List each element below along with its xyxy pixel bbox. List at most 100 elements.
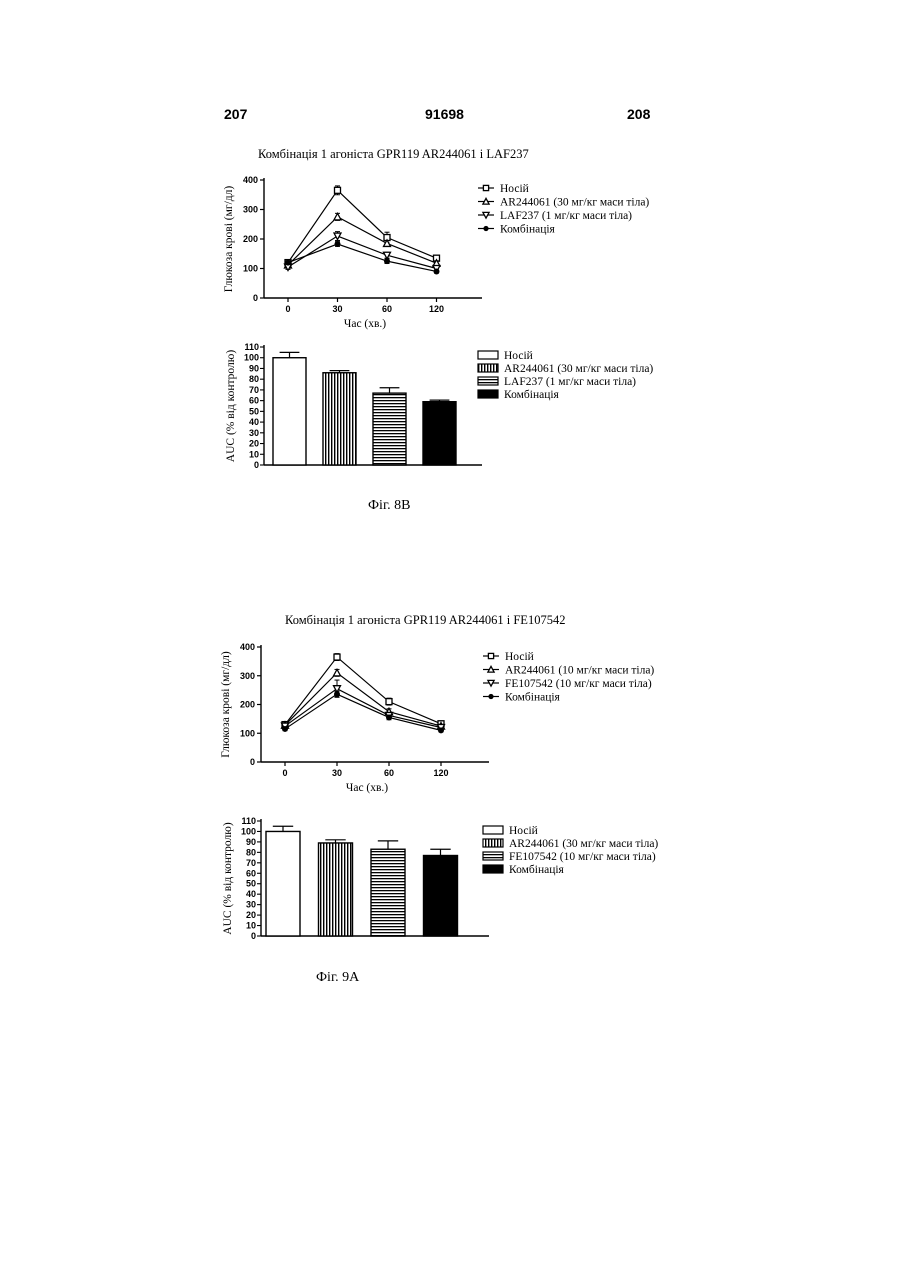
- legend-item: Носій: [478, 350, 533, 362]
- y-tick-label: 400: [243, 175, 258, 185]
- legend-label: Комбінація: [505, 692, 561, 704]
- legend-item: AR244061 (10 мг/кг маси тіла): [483, 665, 654, 677]
- legend-label: LAF237 (1 мг/кг маси тіла): [504, 376, 636, 388]
- y-tick-label: 10: [249, 449, 259, 459]
- legend-item: Комбінація: [478, 224, 556, 236]
- bar: [371, 849, 405, 936]
- y-tick-label: 40: [246, 889, 256, 899]
- y-tick-label: 60: [249, 396, 259, 406]
- circle-marker: [334, 691, 340, 697]
- legend-item: AR244061 (30 мг/кг маси тіла): [478, 197, 649, 209]
- x-axis-label: Час (хв.): [346, 782, 388, 794]
- legend-label: Носій: [509, 825, 538, 837]
- y-tick-label: 100: [241, 826, 256, 836]
- series-line: [285, 673, 441, 726]
- legend-item: Комбінація: [483, 864, 565, 876]
- bar-3: [423, 400, 456, 465]
- series-0: [285, 186, 440, 266]
- legend-item: LAF237 (1 мг/кг маси тіла): [478, 376, 636, 388]
- legend-label: AR244061 (30 мг/кг маси тіла): [509, 838, 658, 850]
- legend-item: FE107542 (10 мг/кг маси тіла): [483, 851, 656, 863]
- y-tick-label: 0: [253, 293, 258, 303]
- legend-swatch: [478, 351, 498, 359]
- legend-label: AR244061 (30 мг/кг маси тіла): [504, 363, 653, 375]
- y-tick-label: 20: [249, 439, 259, 449]
- x-tick-label: 0: [285, 304, 290, 314]
- triangle-down-marker: [334, 233, 341, 240]
- legend-swatch: [483, 852, 503, 860]
- y-tick-label: 200: [243, 234, 258, 244]
- y-tick-label: 100: [240, 728, 255, 738]
- bar-1: [323, 371, 356, 465]
- series-0: [282, 654, 444, 728]
- series-line: [288, 217, 437, 265]
- triangle-up-marker: [483, 198, 489, 204]
- legend-item: Комбінація: [478, 389, 560, 401]
- y-tick-label: 60: [246, 868, 256, 878]
- circle-marker: [285, 260, 291, 266]
- legend-swatch: [478, 390, 498, 398]
- y-tick-label: 0: [254, 460, 259, 470]
- y-tick-label: 20: [246, 910, 256, 920]
- triangle-up-marker: [488, 666, 494, 672]
- y-tick-label: 0: [251, 931, 256, 941]
- y-tick-label: 200: [240, 700, 255, 710]
- y-tick-label: 90: [249, 363, 259, 373]
- triangle-up-marker: [334, 669, 341, 676]
- y-tick-label: 90: [246, 837, 256, 847]
- circle-marker: [386, 714, 392, 720]
- page-number-left: 207: [224, 106, 247, 122]
- bar-3: [424, 849, 458, 936]
- square-marker: [334, 654, 340, 660]
- bar: [424, 856, 458, 937]
- y-tick-label: 50: [246, 879, 256, 889]
- bar: [423, 402, 456, 465]
- page-number-right: 208: [627, 106, 650, 122]
- legend-label: FE107542 (10 мг/кг маси тіла): [509, 851, 656, 863]
- triangle-down-marker: [483, 212, 489, 218]
- legend-item: AR244061 (30 мг/кг маси тіла): [478, 363, 653, 375]
- square-marker: [483, 185, 488, 190]
- square-marker: [335, 187, 341, 193]
- y-tick-label: 80: [249, 374, 259, 384]
- series-line: [288, 190, 437, 262]
- circle-marker: [335, 241, 341, 247]
- glucose-line-chart-9a: 010020030040003060120Час (хв.)Глюкоза кр…: [215, 637, 675, 797]
- bar-0: [273, 352, 306, 465]
- legend-label: Комбінація: [509, 864, 565, 876]
- x-tick-label: 120: [433, 768, 448, 778]
- y-tick-label: 400: [240, 642, 255, 652]
- x-tick-label: 120: [429, 304, 444, 314]
- patent-number: 91698: [425, 106, 464, 122]
- auc-bar-chart-9a: 0102030405060708090100110AUC (% від конт…: [215, 812, 675, 947]
- y-tick-label: 110: [241, 816, 256, 826]
- x-tick-label: 60: [384, 768, 394, 778]
- y-tick-label: 50: [249, 406, 259, 416]
- circle-marker: [434, 268, 440, 274]
- legend-swatch: [478, 364, 498, 372]
- figure-9a-title: Комбінація 1 агоніста GPR119 AR244061 і …: [285, 613, 565, 628]
- x-tick-label: 60: [382, 304, 392, 314]
- legend-label: Носій: [505, 651, 534, 663]
- x-axis-label: Час (хв.): [344, 318, 386, 330]
- legend-item: LAF237 (1 мг/кг маси тіла): [478, 210, 632, 222]
- legend-swatch: [483, 839, 503, 847]
- y-tick-label: 10: [246, 921, 256, 931]
- y-tick-label: 100: [243, 264, 258, 274]
- bar: [373, 393, 406, 465]
- bar: [273, 358, 306, 465]
- triangle-down-marker: [488, 680, 494, 686]
- y-tick-label: 30: [249, 428, 259, 438]
- legend-swatch: [483, 865, 503, 873]
- legend-item: AR244061 (30 мг/кг маси тіла): [483, 838, 658, 850]
- y-tick-label: 70: [249, 385, 259, 395]
- y-tick-label: 30: [246, 900, 256, 910]
- series-1: [282, 669, 445, 729]
- glucose-line-chart-8b: 010020030040003060120Час (хв.)Глюкоза кр…: [220, 170, 680, 330]
- circle-marker: [384, 258, 390, 264]
- y-axis-label: AUC (% від контролю): [222, 822, 234, 935]
- legend-item: Носій: [483, 825, 538, 837]
- y-tick-label: 80: [246, 847, 256, 857]
- legend-label: FE107542 (10 мг/кг маси тіла): [505, 678, 652, 690]
- legend-swatch: [478, 377, 498, 385]
